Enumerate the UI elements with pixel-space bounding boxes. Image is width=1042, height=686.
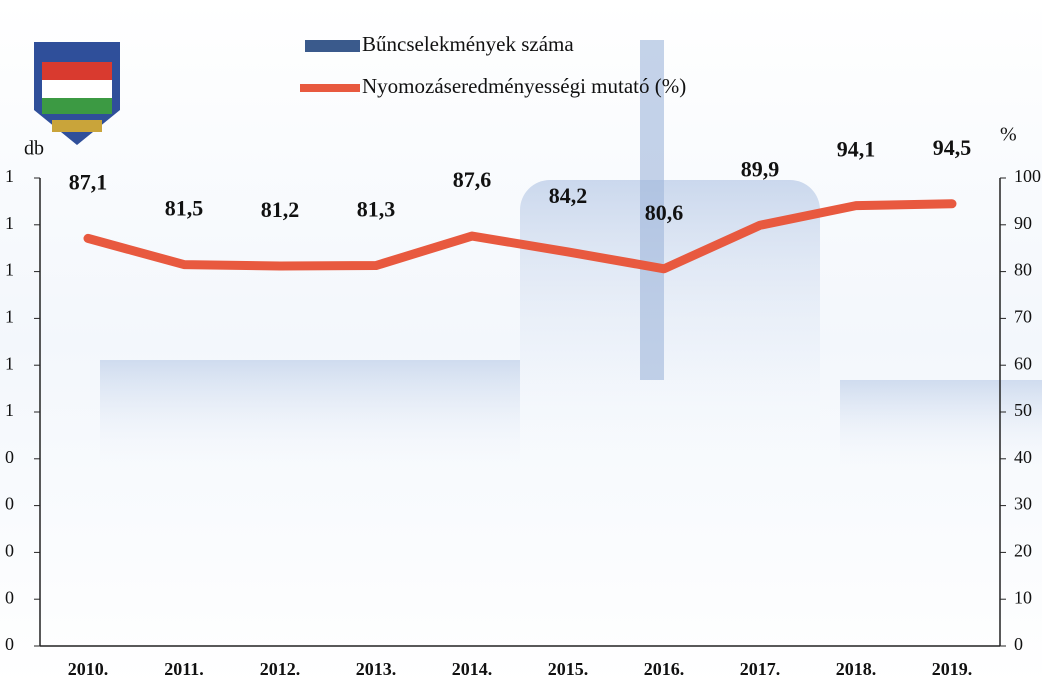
x-tick-label: 2012.: [260, 659, 301, 679]
legend-label: Bűncselekmények száma: [362, 32, 574, 56]
y-tick-label: 1: [5, 353, 14, 373]
background-building: [840, 380, 1042, 480]
x-tick-label: 2011.: [164, 659, 204, 679]
y-tick-label: 1: [5, 213, 14, 233]
legend-label: Nyomozáseredményességi mutató (%): [362, 74, 686, 98]
x-tick-label: 2019.: [932, 659, 973, 679]
y-tick-label: 0: [5, 634, 14, 654]
data-label: 94,1: [837, 137, 876, 162]
police-logo: [34, 42, 120, 145]
y-tick-label: 1: [5, 307, 14, 327]
background-building: [100, 360, 520, 480]
y-tick-label: 1: [5, 166, 14, 186]
x-tick-label: 2015.: [548, 659, 589, 679]
y-tick-label: 0: [5, 447, 14, 467]
line: [83, 199, 957, 274]
x-tick-label: 2010.: [68, 659, 109, 679]
data-label: 81,3: [357, 197, 396, 222]
y-tick-label: 0: [5, 541, 14, 561]
x-tick-label: 2013.: [356, 659, 397, 679]
data-label: 81,5: [165, 196, 204, 221]
y-tick-label: 0: [5, 587, 14, 607]
y-axis-label: db: [24, 138, 44, 160]
y2-tick-label: 60: [1014, 353, 1032, 373]
y2-tick-label: 80: [1014, 260, 1032, 280]
x-tick-label: 2018.: [836, 659, 877, 679]
data-label: 84,2: [549, 183, 588, 208]
y2-tick-label: 0: [1014, 634, 1023, 654]
y2-tick-label: 20: [1014, 541, 1032, 561]
x-tick-label: 2016.: [644, 659, 685, 679]
y2-tick-label: 100: [1014, 166, 1041, 186]
x-tick-label: 2014.: [452, 659, 493, 679]
y2-axis-label: %: [1000, 124, 1017, 146]
data-label: 89,9: [741, 156, 780, 181]
y-tick-label: 0: [5, 494, 14, 514]
legend-swatch: [305, 40, 360, 52]
data-label: 81,2: [261, 197, 300, 222]
x-tick-label: 2017.: [740, 659, 781, 679]
y2-tick-label: 30: [1014, 494, 1032, 514]
y2-tick-label: 70: [1014, 307, 1032, 327]
data-label: 87,6: [453, 167, 492, 192]
y2-tick-label: 90: [1014, 213, 1032, 233]
data-label: 87,1: [69, 169, 108, 194]
y-tick-label: 1: [5, 400, 14, 420]
y2-tick-label: 10: [1014, 587, 1032, 607]
data-label: 80,6: [645, 200, 684, 225]
y2-tick-label: 50: [1014, 400, 1032, 420]
background-tower: [640, 40, 664, 380]
y-tick-label: 1: [5, 260, 14, 280]
data-label: 94,5: [933, 135, 972, 160]
y2-tick-label: 40: [1014, 447, 1032, 467]
